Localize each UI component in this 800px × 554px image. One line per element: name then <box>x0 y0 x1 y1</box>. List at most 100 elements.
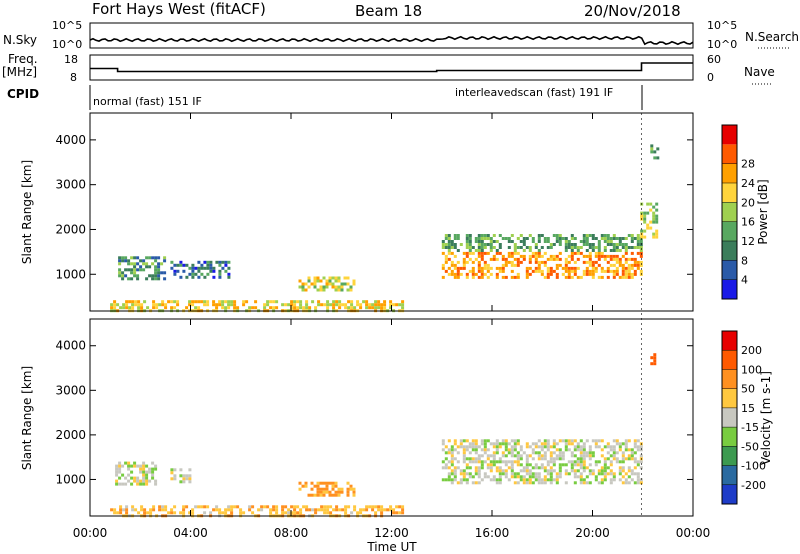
power-cell <box>630 251 634 255</box>
power-cell <box>194 306 198 310</box>
velocity-cell <box>447 451 451 455</box>
velocity-cell <box>468 445 472 449</box>
power-cell <box>609 249 613 252</box>
velocity-cell <box>453 439 457 443</box>
power-cell <box>594 266 598 270</box>
velocity-cell <box>510 460 514 464</box>
velocity-cell <box>627 454 631 458</box>
power-cell <box>549 254 553 258</box>
power-cell <box>615 260 619 264</box>
velocity-cell <box>504 469 508 473</box>
power-cell <box>325 282 329 286</box>
velocity-cell <box>513 439 517 443</box>
power-cell <box>594 269 598 273</box>
power-cell <box>465 246 469 249</box>
power-cell <box>365 303 369 307</box>
velocity-cell <box>465 478 469 482</box>
power-cell <box>131 300 135 304</box>
power-cell <box>591 266 595 270</box>
power-cell <box>534 257 538 261</box>
velocity-cell <box>555 481 559 485</box>
power-cell <box>621 243 625 246</box>
power-cell <box>630 240 634 243</box>
power-cell <box>224 263 228 267</box>
power-cell <box>118 256 122 260</box>
velocity-cell <box>555 454 559 458</box>
velocity-cell <box>151 467 155 471</box>
velocity-cell <box>374 505 378 509</box>
velocity-cell <box>582 454 586 458</box>
velocity-cell <box>540 448 544 452</box>
power-cell <box>540 272 544 276</box>
power-cell <box>477 249 481 252</box>
velocity-cell <box>185 474 189 478</box>
power-cell <box>142 268 146 272</box>
power-cell <box>582 237 586 240</box>
power-cell <box>401 300 405 304</box>
velocity-cell <box>313 493 317 497</box>
power-cell <box>441 251 445 255</box>
power-cell <box>133 274 137 278</box>
velocity-cell <box>594 442 598 446</box>
power-cell <box>643 217 647 221</box>
power-cell <box>444 237 448 240</box>
power-cell <box>133 256 137 260</box>
power-cell <box>453 243 457 246</box>
power-cell <box>299 306 303 310</box>
power-cell <box>474 237 478 240</box>
chart-title: Fort Hays West (fitACF) <box>92 0 266 18</box>
power-cell <box>612 263 616 267</box>
power-cell <box>337 276 341 280</box>
velocity-cell <box>630 451 634 455</box>
power-cell <box>603 246 607 249</box>
power-cell <box>543 237 547 240</box>
power-cell <box>341 303 345 307</box>
velocity-cell <box>227 505 231 509</box>
velocity-cell <box>319 493 323 497</box>
velocity-cell <box>260 505 264 509</box>
velocity-cell <box>338 508 342 512</box>
power-cell <box>151 274 155 278</box>
power-cell <box>507 246 511 249</box>
velocity-cell <box>125 505 129 509</box>
velocity-cell <box>320 505 324 509</box>
power-cell <box>652 235 656 239</box>
power-cell <box>501 266 505 270</box>
velocity-cell <box>130 482 134 486</box>
power-cell <box>293 300 297 304</box>
velocity-cell <box>582 478 586 482</box>
velocity-cell <box>543 442 547 446</box>
velocity-cell <box>365 508 369 512</box>
power-cell <box>483 263 487 267</box>
power-cell <box>468 257 472 261</box>
power-cell <box>486 243 490 246</box>
power-cell <box>567 275 571 279</box>
velocity-cell <box>588 481 592 485</box>
velocity-cell <box>139 482 143 486</box>
power-cell <box>465 275 469 279</box>
velocity-cell <box>134 508 138 512</box>
power-cell <box>447 257 451 261</box>
power-cell <box>582 272 586 276</box>
velocity-cell <box>352 490 356 494</box>
power-cell <box>343 282 347 286</box>
power-cell <box>477 269 481 273</box>
velocity-cell <box>564 463 568 467</box>
power-cell <box>489 240 493 243</box>
velocity-cell <box>468 451 472 455</box>
velocity-cell <box>118 470 122 474</box>
power-cell <box>128 300 132 304</box>
velocity-cell <box>444 466 448 470</box>
velocity-cell <box>618 469 622 473</box>
cpid-label: CPID <box>7 87 39 101</box>
power-cell <box>148 265 152 269</box>
power-cell <box>293 306 297 310</box>
power-cell <box>546 240 550 243</box>
power-cell <box>325 285 329 289</box>
power-cell <box>218 263 222 267</box>
power-cell <box>501 237 505 240</box>
power-cell <box>338 303 342 307</box>
power-cell <box>606 269 610 273</box>
power-cell <box>450 251 454 255</box>
power-cell <box>299 300 303 304</box>
